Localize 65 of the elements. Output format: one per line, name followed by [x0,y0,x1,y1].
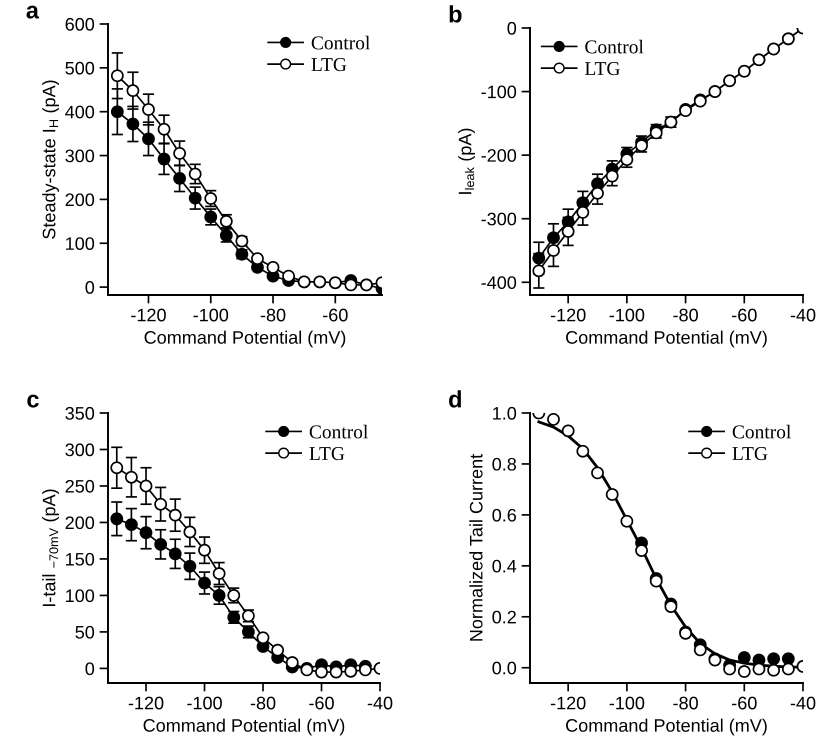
legend-label: LTG [732,447,768,460]
y-tick-label: 300 [65,149,94,162]
x-tick-label: -100 [193,308,228,322]
y-tick-label: 0.6 [492,508,516,522]
y-tick-label: 400 [65,106,94,118]
x-tick-label: -120 [131,308,166,322]
y-tick-label: 500 [65,62,94,75]
x-tick-label: -100 [187,696,222,710]
y-tick-label: 0 [85,662,94,676]
y-tick-label: 300 [65,443,94,456]
x-tick-label: -80 [260,308,286,322]
x-tick-label: -60 [309,696,334,710]
y-tick-label: 0 [85,281,94,294]
y-tick-label: 0.0 [492,662,516,674]
y-tick-label: 200 [66,516,94,530]
x-tick-label: -100 [610,308,644,322]
y-tick-label: 0.4 [492,560,516,573]
x-tick-label: -100 [610,696,644,710]
y-tick-label: 1.0 [493,406,516,420]
y-tick-label: 600 [66,18,94,31]
x-tick-label: -80 [673,308,698,322]
x-axis-title: Command Potential (mV) [566,330,767,348]
x-axis-title: Command Potential (mV) [144,718,344,736]
legend-label: Control [732,424,791,438]
chart-title: a [26,6,40,19]
chart-title: d [449,390,461,408]
chart-title: b [450,5,462,23]
legend-label: Control [310,424,368,438]
legend-label: LTG [585,62,620,76]
x-tick-label: -40 [368,696,392,710]
x-tick-label: -120 [550,308,586,322]
x-axis-title: Command Potential (mV) [566,718,767,736]
y-axis-title: I$_{leak}$ (pA) [458,128,475,194]
legend-label: LTG [311,58,346,72]
x-tick-label: -40 [790,308,816,322]
x-tick-label: -120 [550,696,586,710]
y-tick-label: 0.8 [492,458,516,471]
y-axis-title: Normalized Tail Current [469,454,483,641]
y-tick-label: 0 [507,22,516,35]
x-tick-label: -80 [673,696,698,710]
y-tick-label: 250 [66,480,94,493]
x-tick-label: -120 [128,696,164,710]
legend-label: Control [312,36,370,50]
y-tick-label: -400 [481,276,516,290]
legend-label: Control [585,40,644,54]
y-tick-label: 200 [66,193,94,206]
y-tick-label: -100 [481,86,516,98]
x-tick-label: -60 [732,696,757,710]
x-tick-label: -60 [323,308,348,322]
y-tick-label: 100 [66,589,94,602]
y-tick-label: -200 [481,149,516,162]
y-tick-label: 150 [66,552,94,566]
y-tick-label: 0.2 [492,610,516,624]
legend-label: LTG [309,447,344,460]
y-tick-label: -300 [481,212,516,226]
x-tick-label: -40 [790,696,816,710]
y-axis-title: Steady-state I$_{H}$ (pA) [42,80,59,239]
y-tick-label: 100 [66,237,94,250]
y-axis-title: I-tail $_{−70mV}$ (pA) [42,490,59,606]
y-tick-label: 350 [65,406,94,420]
x-tick-label: -80 [250,696,276,710]
x-axis-title: Command Potential (mV) [144,330,346,348]
y-tick-label: 50 [75,626,94,639]
x-tick-label: -60 [732,308,757,322]
chart-title: c [27,394,39,408]
